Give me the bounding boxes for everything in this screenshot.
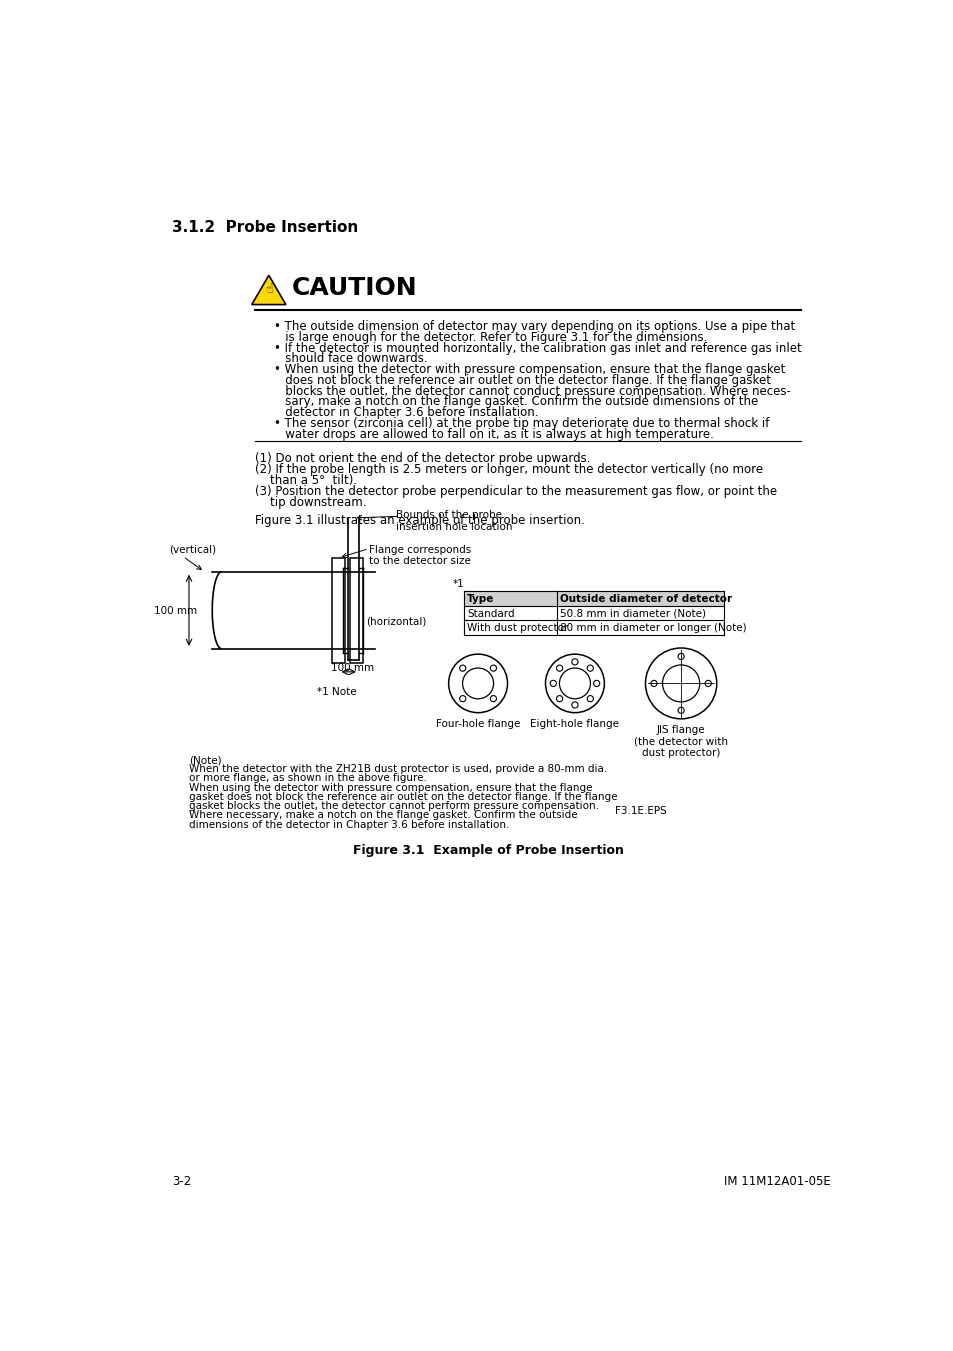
Text: CAUTION: CAUTION xyxy=(291,276,416,300)
Text: 80 mm in diameter or longer (Note): 80 mm in diameter or longer (Note) xyxy=(559,623,746,634)
Text: Standard: Standard xyxy=(467,609,515,619)
Text: detector in Chapter 3.6 before installation.: detector in Chapter 3.6 before installat… xyxy=(274,407,538,419)
Text: JIS flange
(the detector with
dust protector): JIS flange (the detector with dust prote… xyxy=(634,725,727,758)
Text: Flange corresponds
to the detector size: Flange corresponds to the detector size xyxy=(369,544,471,566)
Text: IM 11M12A01-05E: IM 11M12A01-05E xyxy=(723,1175,830,1189)
Text: sary, make a notch on the flange gasket. Confirm the outside dimensions of the: sary, make a notch on the flange gasket.… xyxy=(274,396,758,408)
Text: 3-2: 3-2 xyxy=(172,1175,191,1189)
Text: *1 Note: *1 Note xyxy=(316,688,356,697)
Text: blocks the outlet, the detector cannot conduct pressure compensation. Where nece: blocks the outlet, the detector cannot c… xyxy=(274,385,790,397)
Text: When the detector with the ZH21B dust protector is used, provide a 80-mm dia.: When the detector with the ZH21B dust pr… xyxy=(189,765,607,774)
Bar xyxy=(332,558,344,662)
Text: 100 mm: 100 mm xyxy=(154,605,197,616)
Text: (3) Position the detector probe perpendicular to the measurement gas flow, or po: (3) Position the detector probe perpendi… xyxy=(254,485,776,497)
Text: *1: *1 xyxy=(452,580,464,589)
Text: When using the detector with pressure compensation, ensure that the flange: When using the detector with pressure co… xyxy=(189,782,592,793)
Bar xyxy=(464,590,723,605)
Text: 3.1.2  Probe Insertion: 3.1.2 Probe Insertion xyxy=(172,220,357,235)
Text: or more flange, as shown in the above figure.: or more flange, as shown in the above fi… xyxy=(189,774,426,784)
Text: tip downstream.: tip downstream. xyxy=(254,496,366,508)
Text: Figure 3.1 illustrates an example of the probe insertion.: Figure 3.1 illustrates an example of the… xyxy=(254,513,584,527)
Text: does not block the reference air outlet on the detector flange. If the flange ga: does not block the reference air outlet … xyxy=(274,374,770,386)
Text: ☝: ☝ xyxy=(265,284,273,296)
Text: • The sensor (zirconia cell) at the probe tip may deteriorate due to thermal sho: • The sensor (zirconia cell) at the prob… xyxy=(274,417,769,430)
Text: dimensions of the detector in Chapter 3.6 before installation.: dimensions of the detector in Chapter 3.… xyxy=(189,820,509,830)
Text: Type: Type xyxy=(467,594,494,604)
Text: should face downwards.: should face downwards. xyxy=(274,353,428,365)
Text: (horizontal): (horizontal) xyxy=(366,616,426,627)
Text: (vertical): (vertical) xyxy=(170,544,216,555)
Text: gasket does not block the reference air outlet on the detector flange. If the fl: gasket does not block the reference air … xyxy=(189,792,617,802)
Text: • The outside dimension of detector may vary depending on its options. Use a pip: • The outside dimension of detector may … xyxy=(274,320,795,332)
Text: (1) Do not orient the end of the detector probe upwards.: (1) Do not orient the end of the detecto… xyxy=(254,453,590,465)
Polygon shape xyxy=(252,276,286,304)
Text: F3.1E.EPS: F3.1E.EPS xyxy=(615,805,666,816)
Text: Eight-hole flange: Eight-hole flange xyxy=(530,719,618,728)
Text: gasket blocks the outlet, the detector cannot perform pressure compensation.: gasket blocks the outlet, the detector c… xyxy=(189,801,598,811)
Bar xyxy=(350,558,362,662)
Text: 100 mm: 100 mm xyxy=(331,662,374,673)
Text: (2) If the probe length is 2.5 meters or longer, mount the detector vertically (: (2) If the probe length is 2.5 meters or… xyxy=(254,463,762,476)
Text: Figure 3.1  Example of Probe Insertion: Figure 3.1 Example of Probe Insertion xyxy=(354,844,623,858)
Text: than a 5°  tilt).: than a 5° tilt). xyxy=(254,474,356,486)
Text: 50.8 mm in diameter (Note): 50.8 mm in diameter (Note) xyxy=(559,609,705,619)
Text: is large enough for the detector. Refer to Figure 3.1 for the dimensions.: is large enough for the detector. Refer … xyxy=(274,331,707,343)
Text: Where necessary, make a notch on the flange gasket. Confirm the outside: Where necessary, make a notch on the fla… xyxy=(189,811,577,820)
Text: With dust protector: With dust protector xyxy=(467,623,568,634)
Text: • If the detector is mounted horizontally, the calibration gas inlet and referen: • If the detector is mounted horizontall… xyxy=(274,342,801,354)
Text: Outside diameter of detector: Outside diameter of detector xyxy=(559,594,732,604)
Text: Four-hole flange: Four-hole flange xyxy=(436,719,519,728)
Text: water drops are allowed to fall on it, as it is always at high temperature.: water drops are allowed to fall on it, a… xyxy=(274,428,714,440)
Text: (Note): (Note) xyxy=(189,755,221,765)
Text: Bounds of the probe
insertion hole location: Bounds of the probe insertion hole locat… xyxy=(395,511,512,532)
Text: • When using the detector with pressure compensation, ensure that the flange gas: • When using the detector with pressure … xyxy=(274,363,785,376)
